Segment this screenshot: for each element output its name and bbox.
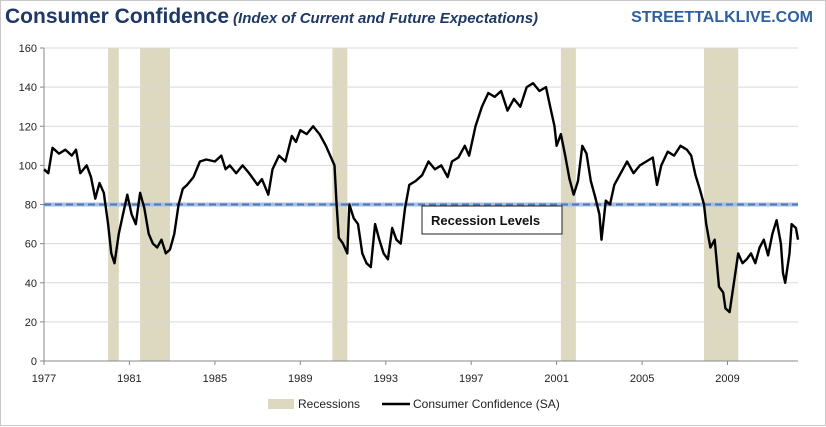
x-tick-label-1997: 1997: [459, 373, 483, 385]
y-tick-label-160: 160: [19, 43, 37, 55]
legend-series-label: Consumer Confidence (SA): [413, 397, 560, 411]
site-name: STREETTALKLIVE.COM: [631, 9, 813, 26]
x-tick-label-1985: 1985: [203, 373, 227, 385]
x-tick-label-2005: 2005: [630, 373, 654, 385]
callout-text: Recession Levels: [431, 213, 540, 228]
x-tick-label-1989: 1989: [288, 373, 312, 385]
legend-recessions-swatch: [268, 399, 294, 409]
chart-title: Consumer Confidence: [5, 5, 230, 28]
y-tick-label-100: 100: [19, 160, 37, 172]
y-tick-label-120: 120: [19, 121, 37, 133]
y-tick-label-140: 140: [19, 82, 37, 94]
series-lines: [43, 82, 800, 314]
legend: Recessions Consumer Confidence (SA): [268, 397, 560, 411]
y-tick-label-40: 40: [25, 278, 37, 290]
x-tick-label-1977: 1977: [32, 373, 56, 385]
y-tick-label-0: 0: [31, 356, 37, 368]
chart-title-block: Consumer Confidence (Index of Current and…: [5, 5, 538, 29]
x-tick-label-1993: 1993: [374, 373, 398, 385]
legend-recessions-label: Recessions: [298, 397, 360, 411]
y-tick-label-20: 20: [25, 317, 37, 329]
x-tick-label-2001: 2001: [544, 373, 568, 385]
callout: Recession Levels: [421, 205, 563, 235]
series-line-1: [43, 82, 800, 314]
chart-subtitle: (Index of Current and Future Expectation…: [233, 10, 539, 27]
callout-box: [421, 205, 563, 235]
x-tick-label-2009: 2009: [715, 373, 739, 385]
y-tick-label-60: 60: [25, 239, 37, 251]
x-tick-label-1981: 1981: [117, 373, 141, 385]
axes: 0 20 40 60 80 100 120 140 160 1977 1981 1985 1989 199…: [19, 43, 798, 385]
y-tick-label-80: 80: [25, 200, 37, 212]
